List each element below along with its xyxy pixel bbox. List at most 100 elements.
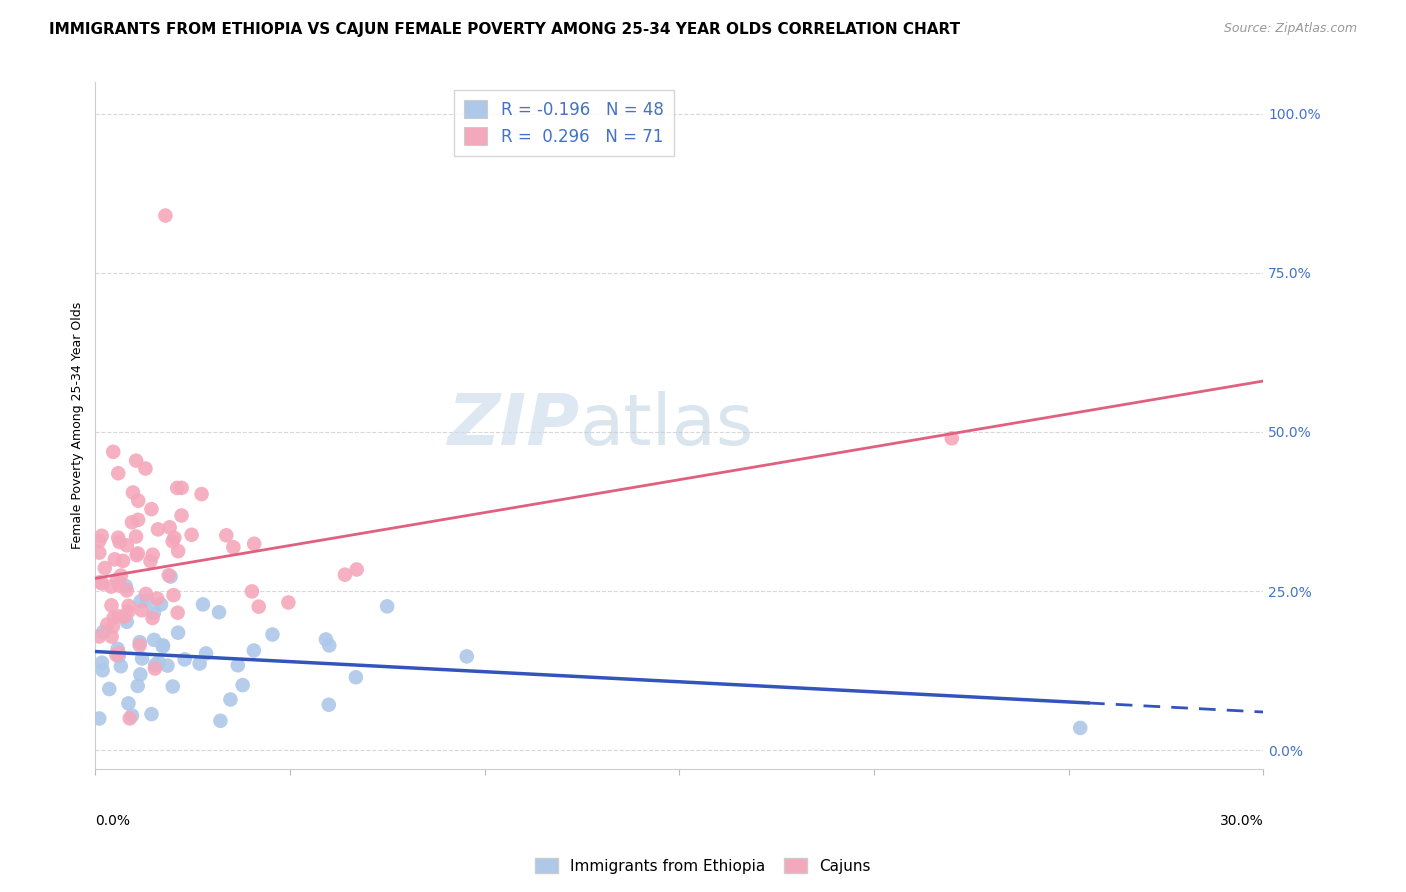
Point [103, 445, 125, 459]
Point [456, 649, 478, 664]
Point [108, 579, 131, 593]
Point [136, 593, 159, 607]
Point [134, 461, 156, 475]
Point [89, 575, 111, 590]
Point [98, 681, 121, 696]
Point [162, 534, 184, 549]
Point [162, 680, 184, 694]
Point [315, 632, 337, 647]
Point [89, 629, 111, 643]
Point [318, 639, 340, 653]
Point [131, 603, 153, 617]
Text: ZIP: ZIP [447, 391, 581, 460]
Point [128, 638, 150, 652]
Point [375, 599, 398, 614]
Point [148, 655, 170, 669]
Point [170, 481, 193, 495]
Point [166, 481, 188, 495]
Point [145, 657, 167, 672]
Point [333, 567, 356, 582]
Text: atlas: atlas [581, 391, 755, 460]
Point [103, 610, 125, 624]
Text: Source: ZipAtlas.com: Source: ZipAtlas.com [1223, 22, 1357, 36]
Point [240, 584, 263, 599]
Point [277, 595, 299, 609]
Point [91, 576, 114, 591]
Point [107, 467, 129, 481]
Point [346, 562, 368, 576]
Point [143, 661, 166, 675]
Point [195, 647, 218, 661]
Point [139, 554, 162, 568]
Point [114, 609, 136, 624]
Point [129, 594, 152, 608]
Point [94, 561, 117, 575]
Point [91, 656, 114, 670]
Point [318, 698, 340, 712]
Point [96, 617, 118, 632]
Point [152, 639, 174, 653]
Point [90, 529, 112, 543]
Point [121, 516, 143, 530]
Point [117, 605, 139, 619]
Point [226, 658, 249, 673]
Point [344, 670, 367, 684]
Point [155, 209, 177, 223]
Point [110, 568, 132, 582]
Point [215, 528, 238, 542]
Point [142, 606, 165, 620]
Point [125, 453, 148, 467]
Point [100, 630, 122, 644]
Point [159, 520, 181, 534]
Point [127, 493, 149, 508]
Point [101, 619, 124, 633]
Text: 0.0%: 0.0% [96, 814, 131, 828]
Point [180, 528, 202, 542]
Point [173, 652, 195, 666]
Point [143, 657, 166, 672]
Point [104, 552, 127, 566]
Point [247, 599, 270, 614]
Point [89, 546, 111, 560]
Point [129, 667, 152, 681]
Legend: Immigrants from Ethiopia, Cajuns: Immigrants from Ethiopia, Cajuns [529, 852, 877, 880]
Legend: R = -0.196   N = 48, R =  0.296   N = 71: R = -0.196 N = 48, R = 0.296 N = 71 [454, 90, 673, 156]
Point [188, 657, 211, 671]
Point [152, 640, 174, 654]
Point [128, 635, 150, 649]
Point [163, 531, 186, 545]
Point [131, 651, 153, 665]
Point [108, 535, 131, 549]
Point [118, 711, 141, 725]
Point [159, 569, 181, 583]
Point [208, 605, 231, 619]
Point [105, 648, 128, 662]
Point [146, 522, 169, 536]
Point [115, 583, 138, 598]
Point [117, 697, 139, 711]
Point [141, 502, 163, 516]
Point [100, 580, 122, 594]
Point [191, 598, 214, 612]
Point [127, 679, 149, 693]
Text: 30.0%: 30.0% [1219, 814, 1263, 828]
Point [117, 599, 139, 613]
Point [125, 529, 148, 543]
Point [142, 548, 165, 562]
Point [190, 487, 212, 501]
Point [127, 546, 149, 560]
Point [243, 643, 266, 657]
Point [91, 663, 114, 677]
Point [110, 659, 132, 673]
Point [91, 625, 114, 640]
Point [941, 431, 963, 445]
Point [209, 714, 232, 728]
Point [262, 627, 284, 641]
Point [146, 591, 169, 606]
Point [107, 648, 129, 663]
Point [115, 538, 138, 552]
Point [232, 678, 254, 692]
Point [1069, 721, 1091, 735]
Point [135, 587, 157, 601]
Point [105, 572, 128, 586]
